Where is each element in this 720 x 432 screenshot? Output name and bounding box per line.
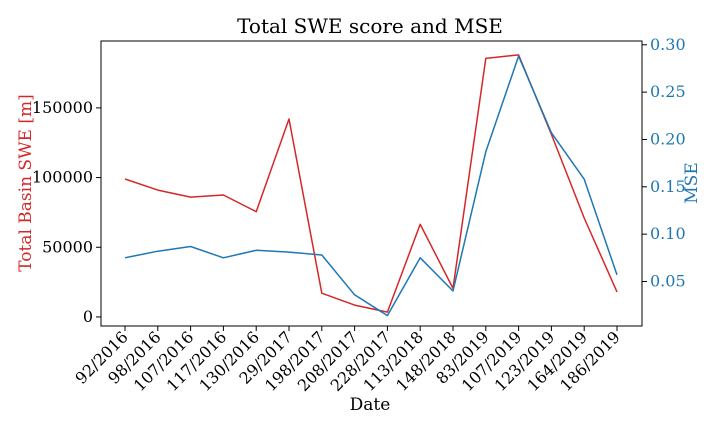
y-axis-label-right: MSE xyxy=(682,162,702,203)
chart-title: Total SWE score and MSE xyxy=(237,14,503,38)
y-axis-label-left: Total Basin SWE [m] xyxy=(16,94,36,272)
x-axis-label: Date xyxy=(350,395,391,415)
y-tick-label-right: 0.05 xyxy=(650,271,686,290)
y-tick-label-left: 150000 xyxy=(32,98,93,117)
series-line-mse xyxy=(124,55,618,317)
y-tick-label-right: 0.25 xyxy=(650,82,686,101)
series-layer xyxy=(124,54,618,317)
y-tick-label-right: 0.20 xyxy=(650,129,686,148)
y-tick-label-left: 100000 xyxy=(32,168,93,187)
series-line-swe xyxy=(124,54,618,313)
y-tick-label-right: 0.15 xyxy=(650,177,686,196)
y-tick-label-left: 50000 xyxy=(42,237,93,256)
y-tick-label-right: 0.30 xyxy=(650,35,686,54)
x-axis: 92/201698/2016107/2016117/2016130/201629… xyxy=(71,326,624,395)
y-tick-label-right: 0.10 xyxy=(650,224,686,243)
right-axis: 0.05 0.10 0.15 0.20 0.25 0.30 xyxy=(642,35,686,290)
y-tick-label-left: 0 xyxy=(83,307,93,326)
plot-area xyxy=(100,40,643,327)
left-axis: 0 50000 100000 150000 xyxy=(32,98,101,326)
